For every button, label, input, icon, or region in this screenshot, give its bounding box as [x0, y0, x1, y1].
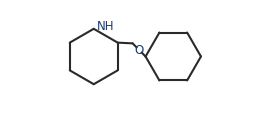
Text: NH: NH [97, 20, 115, 33]
Text: O: O [135, 44, 144, 57]
